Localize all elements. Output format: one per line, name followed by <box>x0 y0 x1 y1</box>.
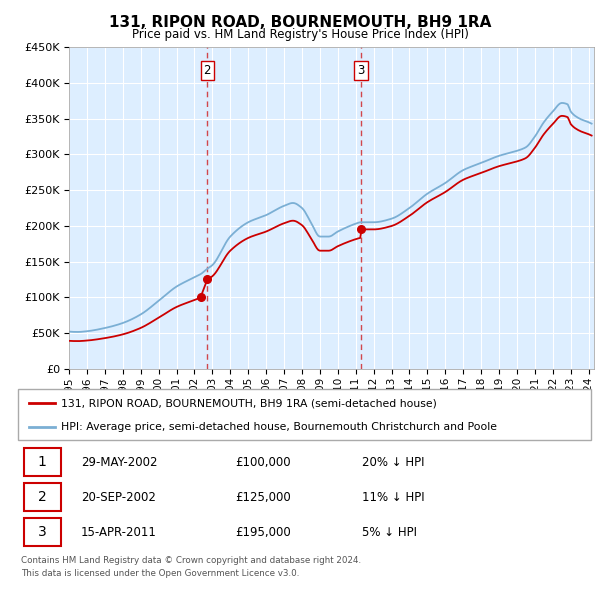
Text: 2: 2 <box>38 490 47 504</box>
Text: 29-MAY-2002: 29-MAY-2002 <box>81 455 158 468</box>
Text: 2: 2 <box>203 64 211 77</box>
Text: 3: 3 <box>357 64 365 77</box>
Text: This data is licensed under the Open Government Licence v3.0.: This data is licensed under the Open Gov… <box>21 569 299 578</box>
Text: £125,000: £125,000 <box>236 490 292 504</box>
Text: 131, RIPON ROAD, BOURNEMOUTH, BH9 1RA (semi-detached house): 131, RIPON ROAD, BOURNEMOUTH, BH9 1RA (s… <box>61 398 437 408</box>
Text: HPI: Average price, semi-detached house, Bournemouth Christchurch and Poole: HPI: Average price, semi-detached house,… <box>61 422 497 432</box>
Text: 131, RIPON ROAD, BOURNEMOUTH, BH9 1RA: 131, RIPON ROAD, BOURNEMOUTH, BH9 1RA <box>109 15 491 30</box>
Text: £195,000: £195,000 <box>236 526 292 539</box>
Text: 11% ↓ HPI: 11% ↓ HPI <box>362 490 424 504</box>
Bar <box>24 448 61 476</box>
Text: 1: 1 <box>38 455 47 469</box>
Text: Contains HM Land Registry data © Crown copyright and database right 2024.: Contains HM Land Registry data © Crown c… <box>21 556 361 565</box>
Text: 5% ↓ HPI: 5% ↓ HPI <box>362 526 417 539</box>
Bar <box>24 518 61 546</box>
Text: Price paid vs. HM Land Registry's House Price Index (HPI): Price paid vs. HM Land Registry's House … <box>131 28 469 41</box>
Text: 20-SEP-2002: 20-SEP-2002 <box>81 490 156 504</box>
Text: £100,000: £100,000 <box>236 455 292 468</box>
Text: 20% ↓ HPI: 20% ↓ HPI <box>362 455 424 468</box>
Text: 15-APR-2011: 15-APR-2011 <box>81 526 157 539</box>
Text: 3: 3 <box>38 525 47 539</box>
Bar <box>24 483 61 512</box>
